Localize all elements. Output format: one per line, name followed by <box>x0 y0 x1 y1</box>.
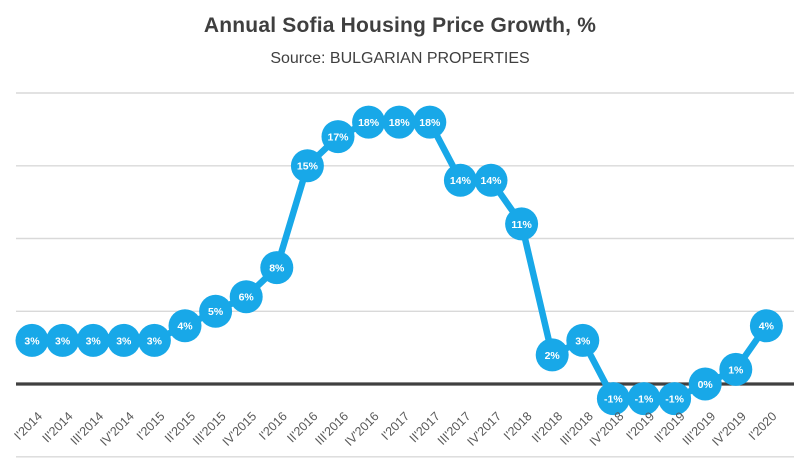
data-point-marker <box>321 120 355 154</box>
data-point-marker <box>260 251 294 285</box>
data-point-value-label: 18% <box>419 117 441 129</box>
data-point-value-label: 17% <box>327 132 349 144</box>
data-point-value-label: 18% <box>389 117 411 129</box>
x-axis-tick-label: IV'2014 <box>97 409 137 449</box>
series-line <box>28 118 770 402</box>
data-point-value-label: -1% <box>604 393 623 405</box>
data-point-marker <box>290 149 324 183</box>
data-point-marker <box>719 352 753 386</box>
data-point-value-label: 3% <box>24 335 40 347</box>
data-point-marker <box>688 367 722 401</box>
data-point-marker <box>382 105 416 139</box>
data-point-value-label: 18% <box>358 117 380 129</box>
data-point-marker <box>229 280 263 314</box>
data-point-marker <box>137 323 171 357</box>
x-axis-tick-label: IV'2018 <box>587 409 627 449</box>
data-point-marker <box>505 207 539 241</box>
data-point-marker <box>15 323 49 357</box>
data-point-marker <box>352 105 386 139</box>
data-point-marker <box>749 309 783 343</box>
x-axis-tick-label: I'2014 <box>11 409 45 443</box>
data-point-marker <box>474 163 508 197</box>
data-point-value-label: 15% <box>297 161 319 173</box>
data-point-value-label: 14% <box>450 175 472 187</box>
x-axis-tick-label: IV'2017 <box>465 409 505 449</box>
x-axis-tick-label: I'2015 <box>134 409 168 443</box>
chart-title: Annual Sofia Housing Price Growth, % <box>203 14 597 37</box>
data-point-marker <box>168 309 202 343</box>
data-point-marker <box>46 323 80 357</box>
x-axis-tick-label: I'2016 <box>256 409 290 443</box>
data-point-value-label: 8% <box>269 263 285 275</box>
data-point-marker <box>443 163 477 197</box>
data-point-value-label: 5% <box>208 306 224 318</box>
data-point-marker <box>535 338 569 372</box>
data-point-marker <box>596 382 630 416</box>
chart-subtitle: Source: BULGARIAN PROPERTIES <box>270 50 530 67</box>
data-point-value-label: 4% <box>759 321 775 333</box>
data-point-value-label: -1% <box>665 393 684 405</box>
data-point-marker <box>413 105 447 139</box>
x-axis-tick-label: I'2018 <box>501 409 535 443</box>
data-point-value-label: 1% <box>728 364 744 376</box>
data-point-value-label: 0% <box>698 379 714 391</box>
x-axis-tick-label: IV'2016 <box>342 409 382 449</box>
data-point-value-label: 3% <box>86 335 102 347</box>
data-point-value-label: 3% <box>575 335 591 347</box>
x-axis-tick-label: I'2017 <box>379 409 413 443</box>
data-point-value-label: 14% <box>480 175 502 187</box>
data-point-value-label: 3% <box>147 335 163 347</box>
x-axis-tick-label: I'2020 <box>746 409 780 443</box>
data-point-value-label: 4% <box>177 321 193 333</box>
x-axis-tick-label: IV'2015 <box>220 409 260 449</box>
data-point-marker <box>566 323 600 357</box>
data-point-marker <box>76 323 110 357</box>
data-point-marker <box>627 382 661 416</box>
data-point-marker <box>107 323 141 357</box>
data-point-value-label: 11% <box>511 219 532 231</box>
data-point-value-label: 3% <box>116 335 132 347</box>
data-point-value-label: -1% <box>635 393 654 405</box>
x-axis-tick-label: IV'2019 <box>709 409 749 449</box>
data-point-value-label: 2% <box>545 350 561 362</box>
data-point-value-label: 3% <box>55 335 71 347</box>
data-point-value-label: 6% <box>239 292 255 304</box>
data-point-marker <box>658 382 692 416</box>
data-point-marker <box>199 294 233 328</box>
